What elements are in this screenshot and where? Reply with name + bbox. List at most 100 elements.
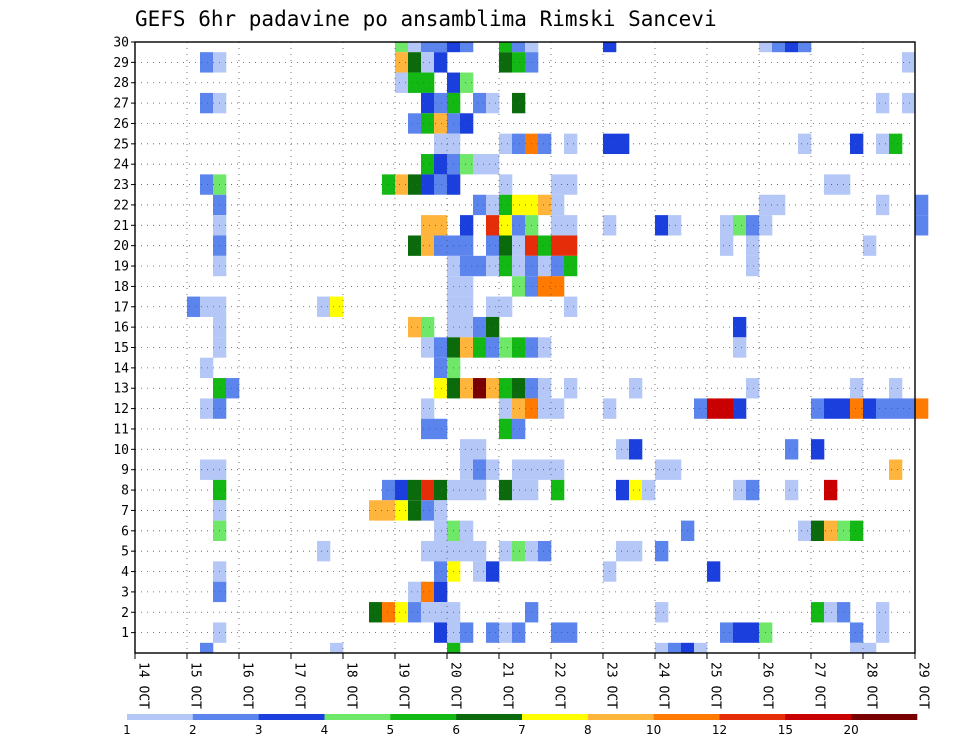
heatmap-cell	[473, 194, 487, 216]
heatmap-cell	[798, 133, 812, 155]
y-tick-label: 5	[121, 545, 129, 560]
heatmap-cell	[655, 602, 669, 623]
heatmap-cell	[564, 255, 578, 277]
heatmap-cell	[434, 581, 448, 603]
heatmap-cell	[434, 520, 448, 541]
heatmap-cell	[785, 42, 799, 53]
x-tick-label: 29 OCT	[916, 662, 931, 709]
heatmap-cell	[395, 174, 409, 195]
heatmap-cell	[902, 92, 916, 114]
heatmap-cell	[408, 316, 422, 338]
heatmap-cell	[473, 154, 487, 175]
colorbar-label: 4	[321, 723, 329, 737]
colorbar-label: 5	[387, 723, 395, 737]
heatmap-cell	[746, 215, 760, 236]
y-tick-label: 13	[113, 382, 129, 397]
y-tick-label: 18	[113, 280, 129, 295]
heatmap-cell	[486, 622, 500, 643]
heatmap-cell	[512, 459, 526, 480]
heatmap-cells	[187, 42, 929, 653]
heatmap-cell	[499, 255, 513, 277]
heatmap-cell	[421, 398, 435, 419]
heatmap-cell	[512, 479, 526, 501]
heatmap-cell	[915, 215, 929, 236]
heatmap-cell	[499, 52, 513, 73]
y-tick-label: 22	[113, 198, 129, 213]
heatmap-cell	[460, 42, 474, 53]
heatmap-cell	[681, 642, 695, 653]
x-tick-label: 28 OCT	[864, 662, 879, 709]
y-tick-label: 10	[113, 443, 129, 458]
colorbar-label: 12	[712, 723, 727, 737]
heatmap-cell	[746, 479, 760, 501]
y-tick-label: 4	[121, 565, 129, 580]
heatmap-cell	[499, 42, 513, 53]
colorbar-swatch	[851, 714, 918, 720]
heatmap-cell	[408, 602, 422, 623]
y-tick-label: 29	[113, 56, 129, 71]
colorbar-swatch	[719, 714, 786, 720]
colorbar-swatch	[127, 714, 194, 720]
heatmap-cell	[746, 622, 760, 643]
heatmap-cell	[486, 316, 500, 338]
heatmap-cell	[499, 235, 513, 256]
x-tick-label: 16 OCT	[240, 662, 255, 709]
heatmap-cell	[434, 235, 448, 256]
heatmap-cell	[434, 52, 448, 73]
colorbar: 1 2 3 4 5 6 7 8 10 12 15 20	[123, 714, 918, 737]
heatmap-cell	[655, 540, 669, 562]
chart-title: GEFS 6hr padavine po ansamblima Rimski S…	[135, 7, 717, 31]
heatmap-cell	[473, 316, 487, 338]
heatmap-cell	[616, 479, 630, 501]
y-tick-label: 6	[121, 524, 129, 539]
heatmap-cell	[538, 337, 552, 358]
heatmap-cell	[421, 540, 435, 562]
heatmap-cell	[421, 92, 435, 114]
heatmap-cell	[824, 479, 838, 501]
heatmap-cell	[564, 622, 578, 643]
heatmap-cell	[499, 622, 513, 643]
heatmap-cell	[460, 276, 474, 297]
heatmap-cell	[564, 235, 578, 256]
heatmap-cell	[603, 42, 617, 53]
heatmap-cell	[473, 459, 487, 480]
heatmap-cell	[486, 154, 500, 175]
heatmap-cell	[538, 459, 552, 480]
heatmap-cell	[551, 276, 565, 297]
heatmap-cell	[512, 378, 526, 399]
heatmap-cell	[564, 378, 578, 399]
heatmap-cell	[434, 500, 448, 521]
heatmap-cell	[785, 479, 799, 501]
heatmap-cell	[395, 479, 409, 501]
heatmap-cell	[226, 378, 240, 399]
colorbar-swatch	[587, 714, 654, 720]
y-tick-label: 7	[121, 504, 129, 519]
heatmap-cell	[486, 378, 500, 399]
x-tick-label: 21 OCT	[500, 662, 515, 709]
x-tick-label: 27 OCT	[812, 662, 827, 709]
heatmap-cell	[421, 42, 435, 53]
heatmap-cell	[486, 92, 500, 114]
heatmap-cell	[460, 540, 474, 562]
y-tick-label: 9	[121, 463, 129, 478]
heatmap-cell	[720, 235, 734, 256]
heatmap-cell	[538, 276, 552, 297]
heatmap-cell	[642, 479, 656, 501]
heatmap-cell	[473, 540, 487, 562]
heatmap-cell	[408, 113, 422, 134]
heatmap-cell	[512, 255, 526, 277]
y-tick-label: 19	[113, 260, 129, 275]
heatmap-cell	[421, 215, 435, 236]
heatmap-cell	[668, 642, 682, 653]
heatmap-cell	[408, 235, 422, 256]
heatmap-cell	[746, 378, 760, 399]
x-tick-label: 14 OCT	[136, 662, 151, 709]
heatmap-cell	[486, 459, 500, 480]
heatmap-cell	[616, 133, 630, 155]
y-tick-label: 12	[113, 402, 129, 417]
heatmap-cell	[512, 337, 526, 358]
heatmap-cell	[395, 602, 409, 623]
heatmap-cell	[421, 602, 435, 623]
heatmap-cell	[512, 194, 526, 216]
heatmap-cell	[850, 642, 864, 653]
